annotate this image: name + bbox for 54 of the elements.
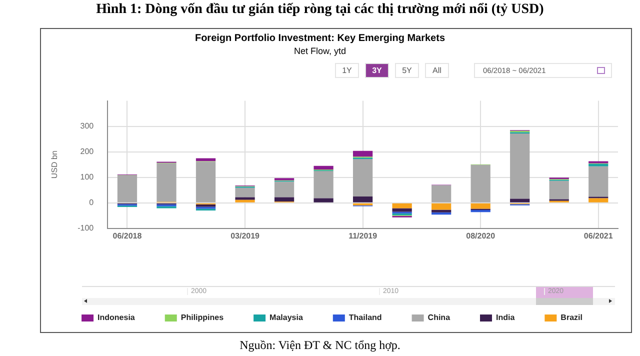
legend-label: Thailand (348, 313, 382, 322)
bar (314, 198, 334, 202)
y-tick-label: 0 (89, 198, 94, 208)
legend-label: Indonesia (98, 313, 136, 322)
bar (588, 198, 608, 202)
legend-label: India (496, 313, 516, 322)
x-tick-label: 03/2019 (230, 231, 260, 240)
bar (196, 158, 216, 162)
bar (470, 203, 490, 209)
x-tick-label: 06/2018 (112, 231, 142, 240)
legend-label: Malaysia (270, 313, 304, 322)
bar (117, 175, 138, 202)
bar (196, 162, 216, 202)
bar (549, 180, 569, 200)
bar (274, 182, 294, 198)
y-tick-label: 100 (80, 172, 94, 182)
bar (588, 166, 608, 197)
bar (314, 170, 334, 198)
text: Nguồn: Viện ĐT & NC tổng hợp. (238, 338, 402, 353)
bar (235, 188, 255, 198)
bar (510, 133, 530, 199)
bar (274, 197, 294, 202)
bar (314, 166, 334, 170)
x-tick-label: 11/2019 (348, 231, 378, 240)
x-tick-label: 06/2021 (584, 231, 614, 240)
bar (510, 198, 530, 202)
bar (432, 210, 452, 212)
legend-label: China (428, 313, 451, 322)
y-tick-label: 200 (80, 147, 94, 156)
bar (392, 203, 412, 208)
legend-label: Brazil (560, 313, 582, 322)
bar (352, 196, 373, 202)
bar (432, 203, 452, 210)
bar (588, 164, 608, 166)
bar (470, 164, 490, 202)
chart-title: Hình 1: Dòng vốn đầu tư gián tiếp ròng tại các thị trường mới nổi (tỷ USD) (95, 2, 545, 18)
y-axis-title: USD bn (50, 150, 60, 179)
legend-label: Philippines (180, 313, 224, 322)
bar (156, 163, 176, 202)
x-tick-label: 08/2020 (466, 231, 496, 240)
chart-subtitle: Foreign Portfolio Investment: Key Emerging Markets (194, 33, 446, 44)
bar (352, 158, 373, 196)
text: 3Y (365, 63, 389, 78)
bar (235, 197, 255, 200)
text: All (425, 63, 449, 78)
bar (392, 208, 412, 212)
y-tick-label: 300 (80, 122, 94, 131)
y-tick-label: -100 (78, 224, 94, 233)
bar (235, 200, 255, 202)
text: Net Flow, ytd (292, 46, 348, 56)
text: 1Y (335, 63, 359, 78)
bar (352, 150, 373, 157)
text: 5Y (395, 63, 419, 78)
bar (432, 185, 452, 202)
